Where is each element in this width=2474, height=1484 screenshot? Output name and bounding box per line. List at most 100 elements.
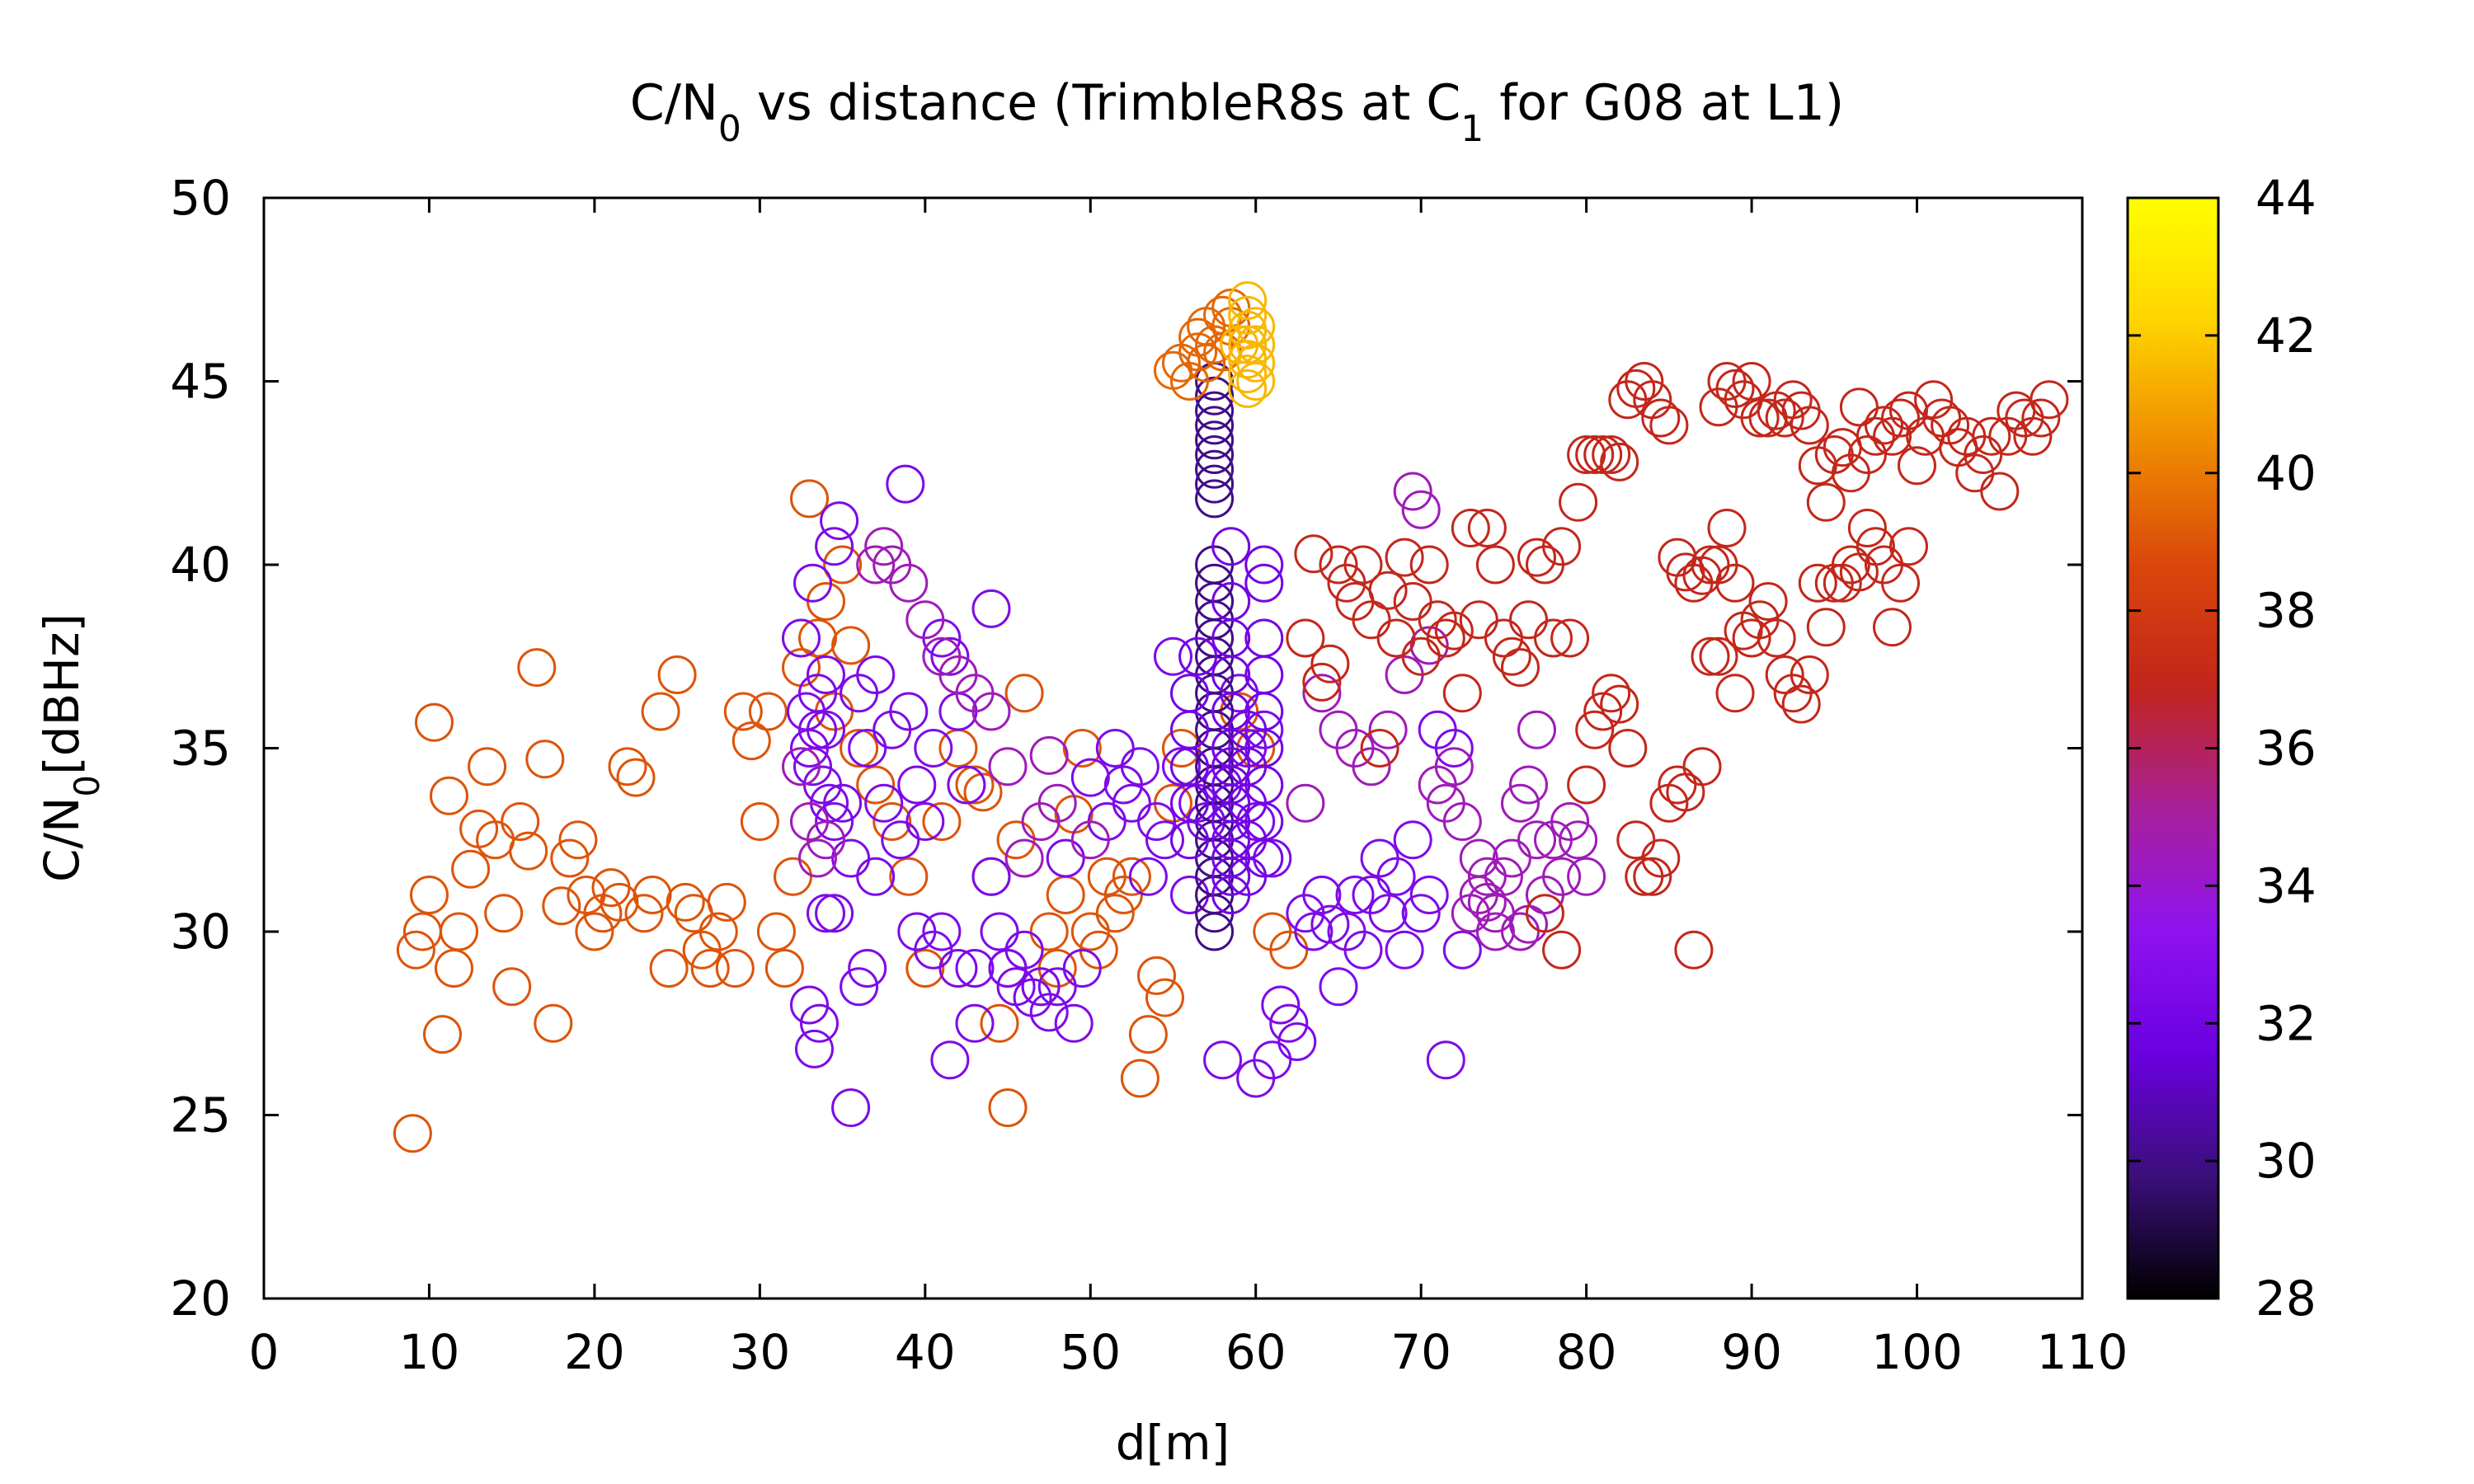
data-point: [1583, 692, 1623, 731]
data-point: [807, 894, 845, 933]
x-tick-label: 30: [729, 1324, 790, 1380]
data-point: [764, 949, 804, 988]
data-point: [1294, 534, 1333, 574]
data-point: [740, 802, 779, 841]
data-point: [1046, 838, 1085, 878]
data-point: [1492, 838, 1531, 878]
data-point: [1294, 912, 1333, 951]
data-point: [542, 886, 581, 926]
data-point: [633, 876, 672, 914]
data-point: [1806, 608, 1846, 647]
data-point: [1715, 369, 1755, 408]
data-point: [922, 912, 962, 951]
y-tick-label: 25: [170, 1087, 231, 1144]
data-point: [1319, 545, 1358, 585]
colorbar-tick-label: 36: [2255, 721, 2316, 777]
data-point: [2030, 380, 2069, 420]
data-point: [1616, 369, 1656, 408]
data-point: [1178, 636, 1218, 676]
data-point: [1865, 406, 1903, 445]
data-point: [1939, 428, 1978, 467]
data-point: [905, 600, 945, 640]
data-point: [1195, 406, 1235, 445]
data-point: [1459, 838, 1498, 878]
data-point: [396, 930, 435, 970]
data-point: [790, 985, 829, 1025]
data-point: [798, 838, 837, 878]
data-point: [1393, 472, 1432, 511]
data-point: [1600, 442, 1639, 481]
x-tick-label: 80: [1556, 1324, 1617, 1380]
x-tick-label: 70: [1390, 1324, 1451, 1380]
data-point: [1873, 608, 1912, 647]
data-point: [1559, 820, 1598, 860]
data-point: [1715, 563, 1755, 603]
data-point: [1228, 281, 1268, 321]
data-point: [1368, 894, 1408, 933]
data-point: [1442, 674, 1482, 713]
data-point: [1203, 765, 1243, 805]
data-point: [793, 563, 832, 603]
data-point: [782, 618, 821, 658]
data-point: [1277, 1022, 1317, 1061]
data-point: [1228, 369, 1268, 408]
data-point: [1550, 618, 1590, 658]
data-point: [1220, 674, 1259, 713]
data-point: [1137, 956, 1176, 995]
data-point: [914, 729, 953, 768]
data-point: [905, 802, 945, 841]
data-point: [1368, 571, 1408, 610]
data-point: [1029, 735, 1069, 775]
data-point: [1542, 857, 1582, 896]
x-tick-label: 40: [895, 1324, 956, 1380]
data-point: [674, 894, 713, 933]
data-point: [807, 820, 845, 860]
data-point: [1839, 387, 1879, 427]
data-point: [1409, 876, 1449, 914]
data-point: [980, 912, 1019, 951]
data-point: [1748, 582, 1788, 621]
data-point: [1509, 765, 1548, 805]
data-point: [1269, 930, 1309, 970]
data-point: [1145, 820, 1184, 860]
data-point: [1154, 636, 1192, 676]
data-point: [1195, 464, 1235, 504]
data-point: [1889, 527, 1928, 566]
data-point: [1401, 894, 1441, 933]
data-point: [1037, 967, 1077, 1007]
data-point: [856, 765, 896, 805]
data-point: [1170, 674, 1209, 713]
data-point: [440, 912, 478, 951]
data-point: [1517, 538, 1556, 577]
data-point: [1409, 545, 1449, 585]
data-point: [1228, 710, 1268, 749]
y-tick-label: 40: [170, 537, 231, 593]
data-point: [1517, 820, 1556, 860]
data-point: [1625, 362, 1664, 401]
data-point: [1253, 838, 1292, 878]
y-axis-label-part: C/N: [34, 797, 90, 882]
data-point: [1964, 435, 2003, 474]
data-point: [1244, 545, 1284, 585]
data-point: [1492, 636, 1531, 676]
data-point: [947, 765, 986, 805]
data-point: [1128, 1015, 1168, 1054]
data-point: [831, 1088, 871, 1128]
data-point: [1765, 398, 1804, 438]
data-point: [848, 729, 887, 768]
data-point: [1592, 435, 1631, 474]
data-point: [815, 894, 854, 933]
y-tick-label: 35: [170, 721, 231, 777]
data-point: [795, 1029, 834, 1068]
data-point: [534, 1003, 573, 1043]
data-point: [1526, 894, 1564, 933]
data-point: [1037, 783, 1077, 823]
data-point: [1062, 729, 1102, 768]
data-point: [1674, 930, 1714, 970]
data-point: [1567, 857, 1606, 896]
data-point: [1451, 509, 1490, 547]
data-point: [501, 802, 540, 841]
data-point: [517, 648, 557, 688]
data-point: [1343, 930, 1383, 970]
